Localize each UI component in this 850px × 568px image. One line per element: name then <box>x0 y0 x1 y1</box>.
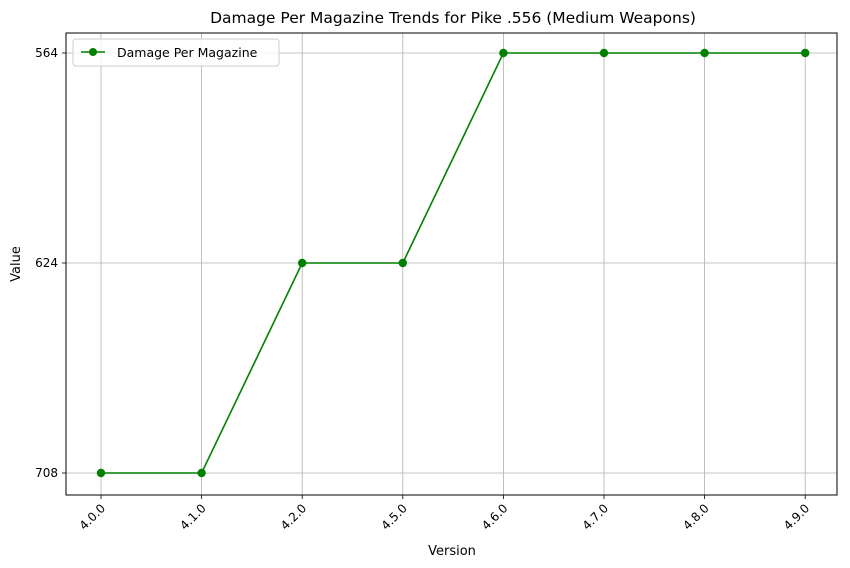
y-tick-label: 564 <box>35 46 58 60</box>
series-line <box>101 52 806 474</box>
plot-area-frame <box>65 32 838 496</box>
x-tick-label: 4.6.0 <box>479 501 510 532</box>
grid-lines <box>66 33 837 495</box>
x-axis-ticks: 4.0.0 4.1.0 4.2.0 4.5.0 4.6.0 4.7.0 4.8.0 4.9.0 <box>77 495 812 533</box>
y-tick-label: 708 <box>35 466 58 480</box>
x-axis-label: Version <box>428 544 476 559</box>
data-point <box>801 48 810 58</box>
y-tick-label: 624 <box>35 256 58 270</box>
data-point <box>197 468 206 478</box>
data-point <box>599 48 609 58</box>
data-point <box>298 258 307 268</box>
legend: Damage Per Magazine <box>72 38 280 67</box>
chart-title: Damage Per Magazine Trends for Pike .556… <box>210 9 696 27</box>
series-layer <box>96 48 810 478</box>
x-tick-label: 4.5.0 <box>378 501 409 532</box>
x-tick-label: 4.7.0 <box>580 501 611 532</box>
data-point <box>398 258 407 268</box>
x-tick-label: 4.8.0 <box>680 501 711 532</box>
x-tick-label: 4.0.0 <box>77 501 108 532</box>
x-tick-label: 4.9.0 <box>781 501 812 532</box>
data-point <box>700 48 709 58</box>
y-axis-label: Value <box>9 246 24 282</box>
y-axis-ticks: 708 624 564 <box>35 46 66 480</box>
x-tick-label: 4.2.0 <box>278 501 309 532</box>
x-tick-label: 4.1.0 <box>177 501 208 532</box>
legend-box <box>72 38 280 67</box>
data-point <box>96 468 106 478</box>
legend-marker-swatch <box>89 48 97 56</box>
data-point <box>499 48 508 58</box>
legend-entry-label: Damage Per Magazine <box>117 45 258 60</box>
